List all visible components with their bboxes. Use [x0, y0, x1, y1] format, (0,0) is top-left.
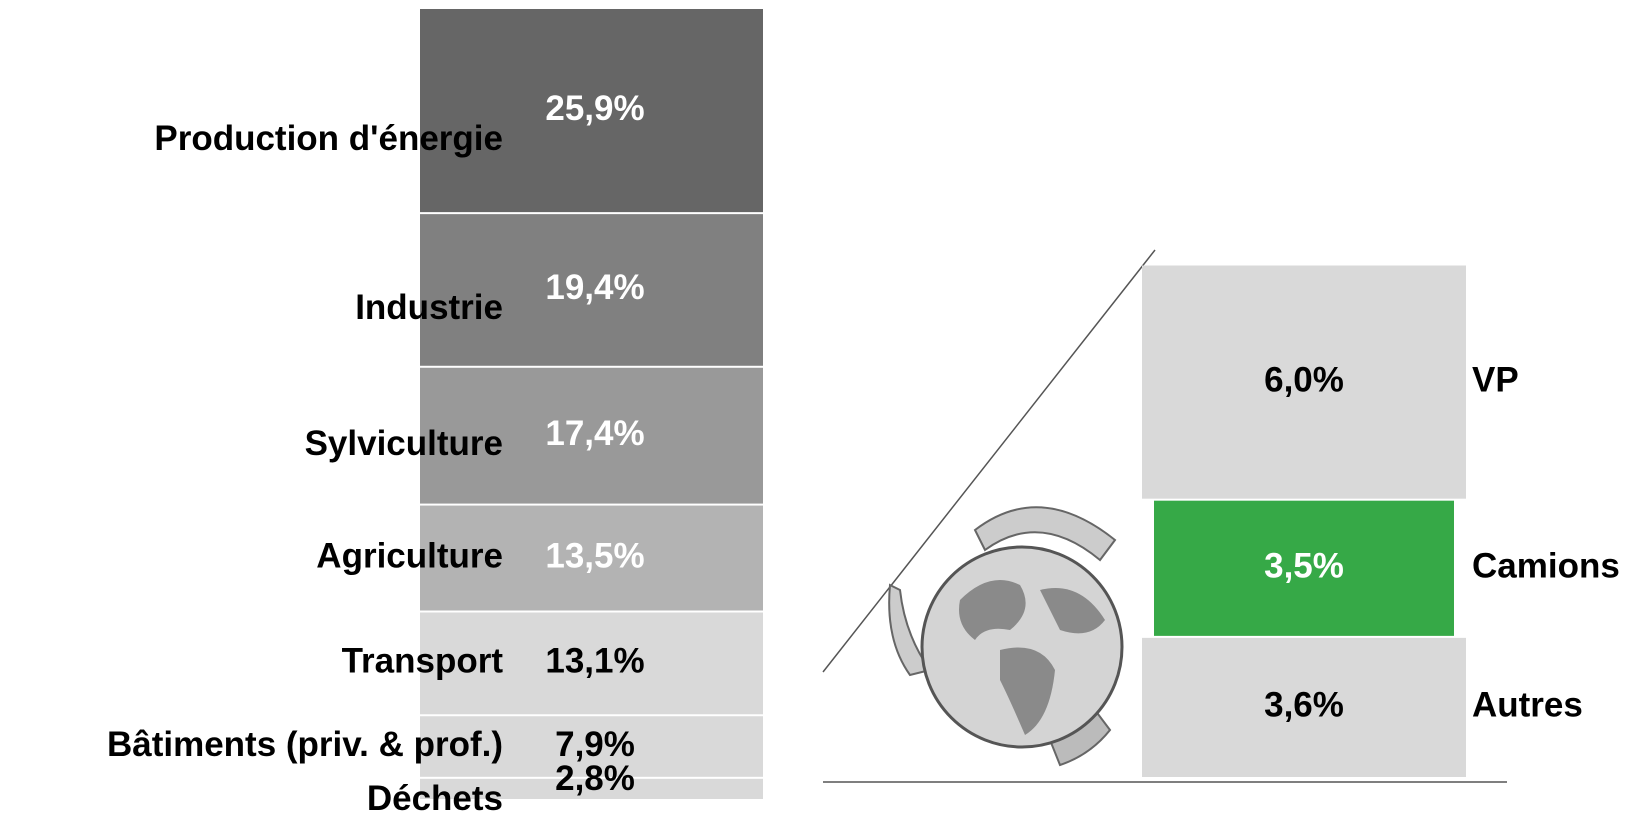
bar-segment	[1142, 637, 1466, 777]
category-label: Transport	[342, 642, 504, 681]
bar-segment	[420, 367, 763, 504]
bar-segment	[420, 778, 763, 799]
value-label: 13,1%	[545, 642, 644, 681]
category-label: Sylviculture	[305, 424, 503, 463]
value-label: 17,4%	[545, 414, 644, 453]
value-label: 3,5%	[1264, 547, 1344, 586]
value-label: 2,8%	[555, 759, 635, 798]
value-label: 6,0%	[1264, 360, 1344, 399]
bar-segment	[420, 716, 763, 777]
globe-icon	[888, 506, 1124, 767]
value-label: 7,9%	[555, 725, 635, 764]
category-label: Bâtiments (priv. & prof.)	[107, 725, 503, 764]
bar-segment	[420, 612, 763, 715]
bar-segment	[420, 214, 763, 366]
value-label: 25,9%	[545, 89, 644, 128]
value-label: 13,5%	[545, 536, 644, 575]
bar-segment	[1142, 265, 1466, 499]
category-label: Industrie	[355, 288, 503, 327]
category-label: Agriculture	[316, 536, 503, 575]
category-label: Autres	[1472, 686, 1583, 725]
category-label: VP	[1472, 360, 1519, 399]
bar-segment	[1154, 500, 1454, 636]
category-label: Production d'énergie	[154, 119, 503, 158]
category-label: Déchets	[367, 779, 503, 818]
category-label: Camions	[1472, 547, 1620, 586]
bar-segment	[420, 505, 763, 611]
value-label: 19,4%	[545, 268, 644, 307]
value-label: 3,6%	[1264, 686, 1344, 725]
connector-line	[822, 249, 1156, 673]
bar-segment	[420, 9, 763, 213]
